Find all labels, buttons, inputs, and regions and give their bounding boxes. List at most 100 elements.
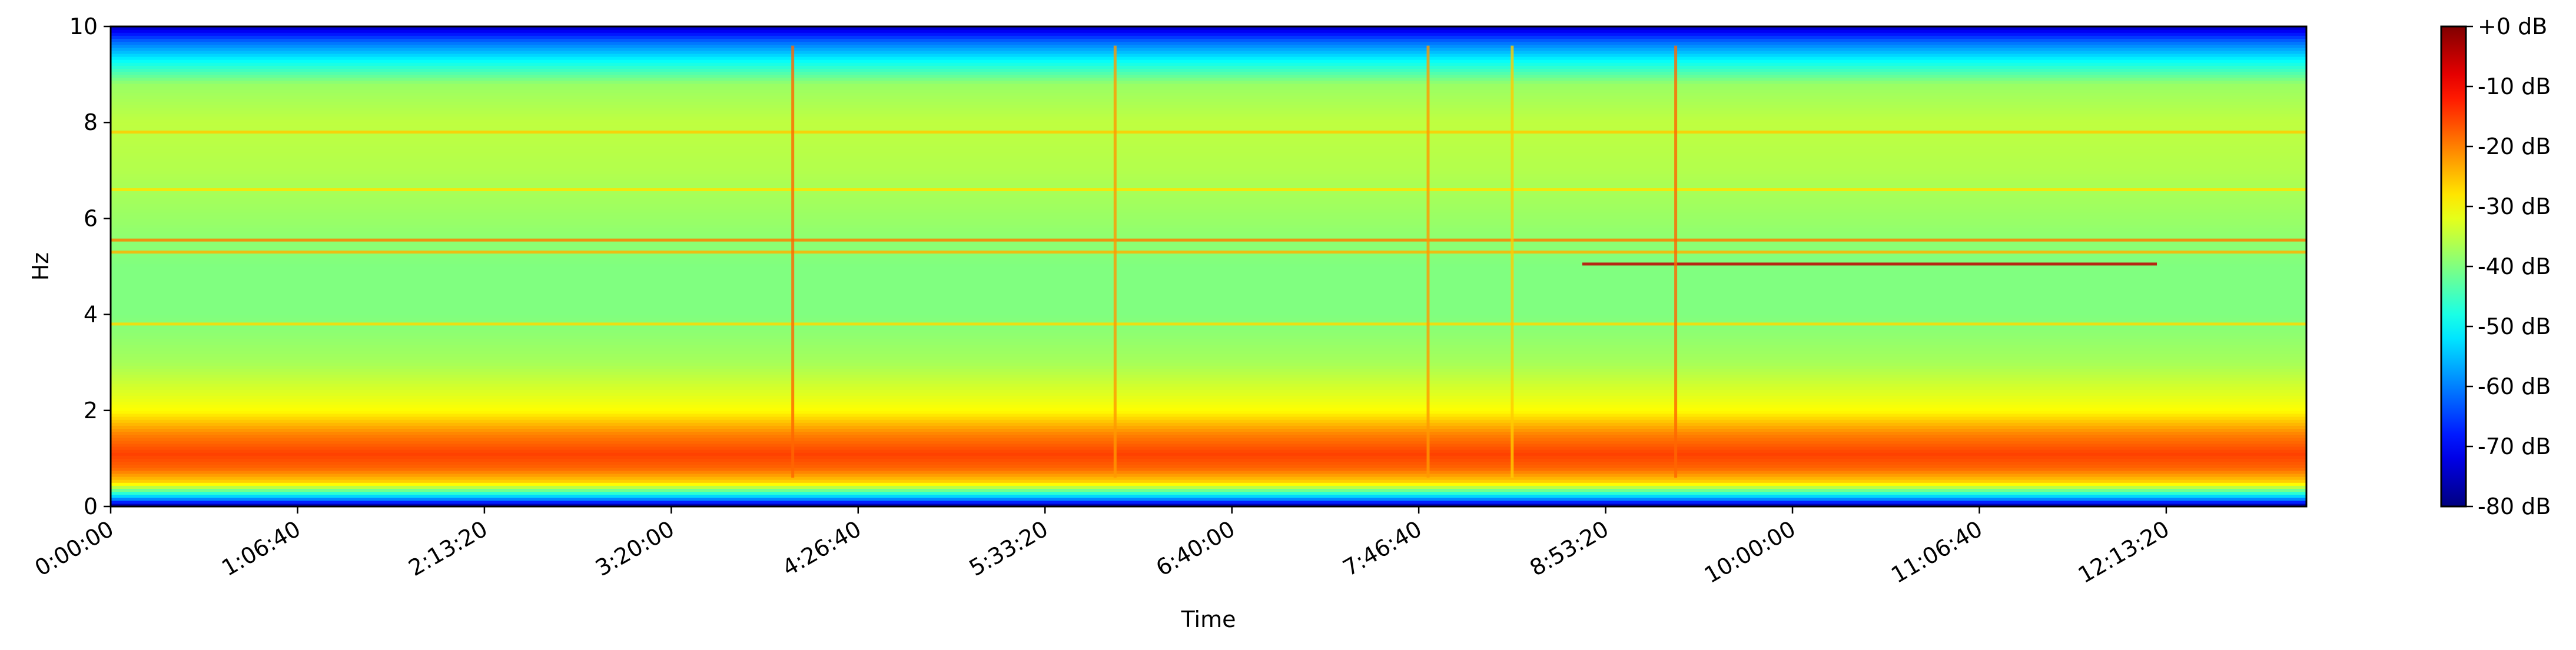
spectrogram-band: [111, 446, 2306, 450]
spectrogram-band: [111, 470, 2306, 474]
spectrogram-band: [111, 257, 2306, 261]
spectrogram-band: [111, 494, 2306, 498]
spectrogram-band: [111, 311, 2306, 315]
spectrogram-band: [111, 278, 2306, 282]
spectrogram-band: [111, 101, 2306, 105]
spectrogram-band: [111, 389, 2306, 393]
x-tick-label: 8:53:20: [1525, 516, 1613, 581]
x-tick-label: 0:00:00: [31, 516, 118, 581]
spectrogram-band: [111, 122, 2306, 126]
spectrogram-band: [111, 77, 2306, 81]
spectrogram-band: [111, 260, 2306, 264]
x-tick-label: 12:13:20: [2074, 516, 2174, 588]
colorbar-tick-label: +0 dB: [2478, 14, 2547, 39]
spectrogram-band: [111, 50, 2306, 54]
spectrogram-band: [111, 488, 2306, 492]
colorbar-gradient: [2440, 25, 2467, 508]
spectrogram-band: [111, 224, 2306, 228]
x-tick-label: 1:06:40: [217, 516, 305, 581]
spectrogram-band: [111, 200, 2306, 204]
spectrogram-band: [111, 71, 2306, 75]
spectrogram-band: [111, 407, 2306, 411]
spectrogram-bands: [111, 26, 2306, 506]
spectrogram-band: [111, 44, 2306, 48]
y-tick-label: 6: [84, 205, 98, 231]
spectrogram-band: [111, 296, 2306, 300]
spectrogram-band: [111, 371, 2306, 375]
x-axis: 0:00:00 1:06:40 2:13:20 3:20:00 4:26:40 5:33:…: [31, 506, 2174, 588]
colorbar-tick-label: -10 dB: [2478, 74, 2551, 99]
spectrogram-band: [111, 86, 2306, 90]
spectrogram-band: [111, 104, 2306, 108]
spectrogram-band: [111, 440, 2306, 444]
spectrogram-band: [111, 98, 2306, 102]
spectrogram-band: [111, 89, 2306, 93]
spectrogram-band: [111, 479, 2306, 483]
spectrogram-band: [111, 338, 2306, 342]
spectrogram-band: [111, 125, 2306, 129]
spectrogram-band: [111, 203, 2306, 207]
spectrogram-band: [111, 269, 2306, 273]
spectrogram-band: [111, 236, 2306, 240]
spectrogram-band: [111, 176, 2306, 180]
spectrogram-features: [111, 45, 2306, 478]
spectrogram-band: [111, 65, 2306, 69]
colorbar-tick-label: -50 dB: [2478, 314, 2551, 339]
spectrogram-band: [111, 293, 2306, 297]
plot-frame: [109, 25, 2308, 508]
x-tick-label: 4:26:40: [778, 516, 865, 581]
colorbar-tick-label: -20 dB: [2478, 134, 2551, 159]
spectrogram-band: [111, 59, 2306, 63]
spectrogram-band: [111, 329, 2306, 333]
spectrogram-plot-area: [109, 25, 2308, 508]
spectrogram-band: [111, 434, 2306, 438]
spectrogram-band: [111, 467, 2306, 471]
spectrogram-band: [111, 35, 2306, 39]
spectrogram-band: [111, 458, 2306, 462]
y-tick-label: 8: [84, 109, 98, 135]
spectrogram-band: [111, 374, 2306, 378]
spectrogram-band: [111, 359, 2306, 363]
spectrogram-band: [111, 275, 2306, 279]
spectrogram-band: [111, 383, 2306, 387]
spectrogram-band: [111, 404, 2306, 408]
spectrogram-band: [111, 38, 2306, 42]
spectrogram-band: [111, 305, 2306, 309]
spectrogram-band: [111, 230, 2306, 234]
spectrogram-band: [111, 344, 2306, 348]
spectrogram-band: [111, 422, 2306, 426]
spectrogram-band: [111, 428, 2306, 432]
spectrogram-band: [111, 197, 2306, 201]
spectrogram-band: [111, 362, 2306, 366]
spectrogram-band: [111, 497, 2306, 501]
colorbar-ticks: +0 dB -10 dB -20 dB -30 dB -40 dB -50 dB -60 d…: [2466, 14, 2551, 519]
spectrogram-band: [111, 335, 2306, 339]
spectrogram-band: [111, 170, 2306, 174]
spectrogram-band: [111, 425, 2306, 429]
spectrogram-band: [111, 266, 2306, 270]
spectrogram-band: [111, 245, 2306, 249]
spectrogram-band: [111, 473, 2306, 477]
spectrogram-band: [111, 41, 2306, 45]
spectrogram-band: [111, 155, 2306, 159]
spectrogram-band: [111, 431, 2306, 435]
colorbar-tick-label: -80 dB: [2478, 494, 2551, 519]
spectrogram-band: [111, 83, 2306, 87]
spectrogram-band: [111, 107, 2306, 111]
spectrogram-band: [111, 320, 2306, 324]
spectrogram-band: [111, 29, 2306, 33]
spectrogram-band: [111, 413, 2306, 417]
spectrogram-band: [111, 227, 2306, 231]
spectrogram-band: [111, 140, 2306, 144]
spectrogram-band: [111, 284, 2306, 288]
spectrogram-band: [111, 500, 2306, 504]
spectrogram-band: [111, 191, 2306, 195]
spectrogram-band: [111, 95, 2306, 99]
spectrogram-band: [111, 452, 2306, 456]
spectrogram-band: [111, 68, 2306, 72]
spectrogram-band: [111, 410, 2306, 414]
spectrogram-band: [111, 134, 2306, 138]
y-tick-label: 0: [84, 494, 98, 519]
spectrogram-band: [111, 242, 2306, 246]
spectrogram-band: [111, 476, 2306, 480]
